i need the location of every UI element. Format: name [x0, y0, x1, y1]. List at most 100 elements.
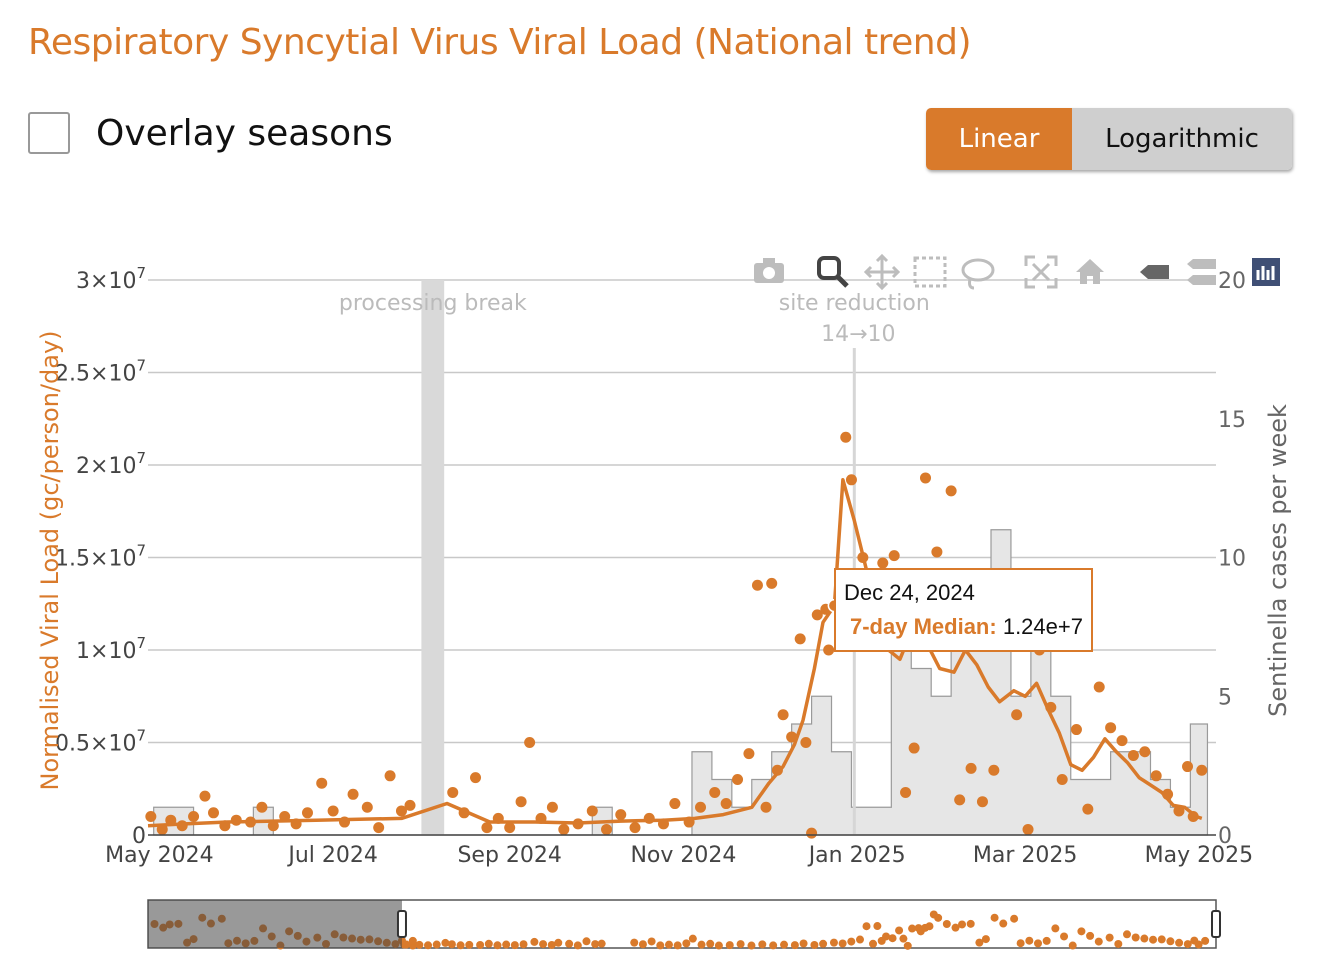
plotly-logo-icon[interactable] [1252, 258, 1280, 286]
y-tick-label: 0.5×107 [55, 727, 146, 757]
autoscale-shape [1024, 255, 1058, 289]
hover-closest-icon[interactable] [1140, 265, 1169, 279]
slider-point [769, 941, 778, 950]
overlay-seasons-toggle[interactable]: Overlay seasons [28, 112, 393, 154]
data-point [1105, 722, 1117, 734]
slider-point [1034, 939, 1042, 948]
data-point [558, 823, 570, 835]
x-tick-label: Jan 2025 [807, 843, 906, 868]
x-tick-label: Sep 2024 [457, 843, 561, 868]
slider-point [736, 940, 745, 949]
slider-point [1010, 914, 1019, 923]
lasso-icon[interactable] [961, 258, 995, 290]
processing-break-label: processing break [339, 291, 527, 316]
data-point [857, 552, 869, 563]
tooltip-date: Dec 24, 2024 [844, 580, 975, 605]
slider-point [903, 941, 912, 950]
data-point [481, 822, 493, 834]
slider-point [1175, 938, 1184, 947]
data-point [165, 814, 177, 826]
slider-point [942, 920, 951, 928]
data-point [339, 816, 351, 828]
zoom-icon[interactable] [817, 256, 849, 288]
slider-point [899, 934, 908, 943]
slider-point [582, 937, 591, 946]
slider-point [402, 940, 411, 949]
slider-point [869, 939, 878, 948]
plotly-logo-bar [1266, 270, 1270, 280]
linear-button[interactable]: Linear [926, 108, 1072, 170]
overlay-seasons-checkbox[interactable] [28, 112, 70, 154]
data-point [643, 812, 655, 824]
data-point [709, 786, 721, 798]
reset-axes-icon[interactable] [1076, 259, 1104, 284]
hover-compare-icon[interactable] [1187, 259, 1216, 285]
zoom-handle [836, 275, 849, 288]
data-point [279, 811, 291, 822]
data-point [811, 609, 823, 621]
data-point [384, 770, 396, 782]
y-tick-label: 0 [132, 824, 146, 849]
range-slider [147, 899, 1221, 950]
slider-point [1201, 936, 1210, 945]
data-point [683, 816, 695, 828]
y-tick-label: 2×107 [76, 449, 146, 479]
slider-point [1140, 934, 1149, 943]
slider-point [519, 940, 528, 949]
slider-point [882, 932, 891, 941]
slider-point [493, 941, 502, 950]
slider-point [547, 940, 556, 949]
y-tick-label: 1×107 [76, 634, 146, 664]
data-point [245, 816, 257, 828]
data-point [1011, 709, 1023, 721]
range-slider-handle-right[interactable] [1211, 910, 1221, 938]
slider-point [934, 913, 943, 922]
slider-point [432, 940, 441, 949]
slider-point [790, 941, 799, 950]
data-point [458, 807, 470, 819]
data-point [301, 807, 313, 819]
plotly-logo-bar [1271, 266, 1275, 280]
box-select-icon[interactable] [913, 256, 947, 288]
slider-point [990, 913, 999, 922]
slider-point [780, 940, 789, 949]
camera-icon[interactable] [754, 258, 784, 283]
pan-icon[interactable] [863, 253, 901, 291]
camera-lens [763, 267, 775, 279]
data-point [586, 805, 598, 817]
hover-compare-shape [1187, 259, 1216, 285]
data-point [743, 748, 755, 760]
data-point [546, 801, 558, 813]
slider-point [597, 939, 606, 948]
range-slider-mask-left [148, 900, 402, 948]
slider-point [591, 940, 600, 949]
hover-closest-shape [1140, 265, 1169, 279]
slider-point [1016, 939, 1025, 948]
data-point [361, 801, 373, 813]
slider-point [408, 936, 417, 945]
data-point [1150, 770, 1162, 782]
slider-point [981, 935, 990, 944]
logarithmic-button[interactable]: Logarithmic [1072, 108, 1292, 170]
data-point [771, 764, 783, 776]
site-reduction-sublabel: 14→10 [821, 322, 895, 347]
data-point [290, 818, 302, 830]
data-point [766, 577, 778, 589]
slider-point [1123, 930, 1131, 939]
range-slider-handle-left[interactable] [396, 910, 407, 938]
data-point [447, 786, 459, 798]
data-point [535, 812, 547, 824]
slider-point [510, 941, 519, 950]
axes-layer: 0 0.5×107 1×107 1.5×107 2×107 2.5×107 3×107 0 5 1… [36, 264, 1292, 868]
autoscale-icon[interactable] [1024, 255, 1058, 289]
data-point [601, 823, 613, 835]
data-point [1022, 823, 1034, 835]
data-point [877, 557, 889, 569]
tooltip-value: 1.24e+7 [1002, 614, 1083, 639]
slider-point [1105, 933, 1114, 942]
data-point [823, 644, 835, 656]
y-tick-label: 2.5×107 [55, 357, 146, 387]
slider-point [554, 938, 563, 947]
slider-point [1194, 940, 1203, 949]
data-point [572, 818, 584, 830]
